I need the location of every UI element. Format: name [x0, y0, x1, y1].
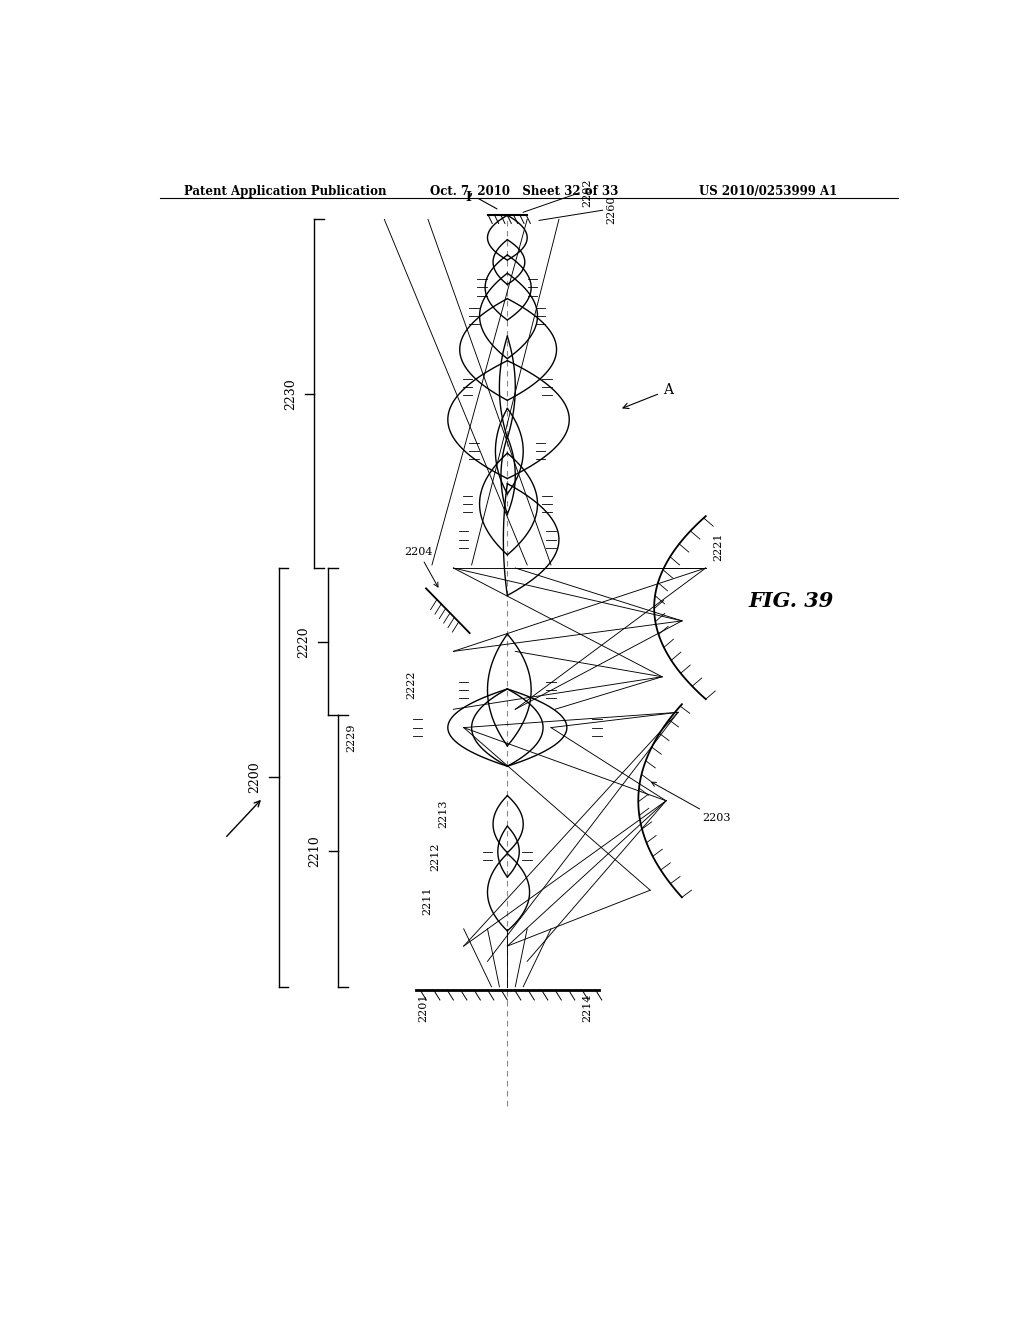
Text: 2203: 2203 — [651, 783, 730, 824]
Text: 2214: 2214 — [583, 994, 593, 1023]
Text: Patent Application Publication: Patent Application Publication — [183, 185, 386, 198]
Text: FIG. 39: FIG. 39 — [748, 590, 834, 611]
Text: 2204: 2204 — [404, 546, 438, 587]
Text: 2260: 2260 — [606, 195, 616, 224]
Text: 2222: 2222 — [407, 671, 416, 700]
Text: 2213: 2213 — [438, 800, 447, 828]
Text: 2220: 2220 — [298, 626, 310, 657]
Text: 2210: 2210 — [308, 836, 321, 867]
Text: A: A — [623, 383, 673, 408]
Text: Oct. 7, 2010   Sheet 32 of 33: Oct. 7, 2010 Sheet 32 of 33 — [430, 185, 617, 198]
Text: 2200: 2200 — [249, 762, 261, 793]
Text: 2230: 2230 — [284, 378, 297, 409]
Text: 2201: 2201 — [418, 994, 428, 1023]
Text: 2202: 2202 — [583, 178, 593, 207]
Text: 2221: 2221 — [714, 532, 724, 561]
Text: US 2010/0253999 A1: US 2010/0253999 A1 — [699, 185, 838, 198]
Text: 2212: 2212 — [430, 842, 440, 871]
Text: I: I — [466, 190, 472, 203]
Text: 2229: 2229 — [346, 723, 356, 752]
Text: 2211: 2211 — [422, 886, 432, 915]
